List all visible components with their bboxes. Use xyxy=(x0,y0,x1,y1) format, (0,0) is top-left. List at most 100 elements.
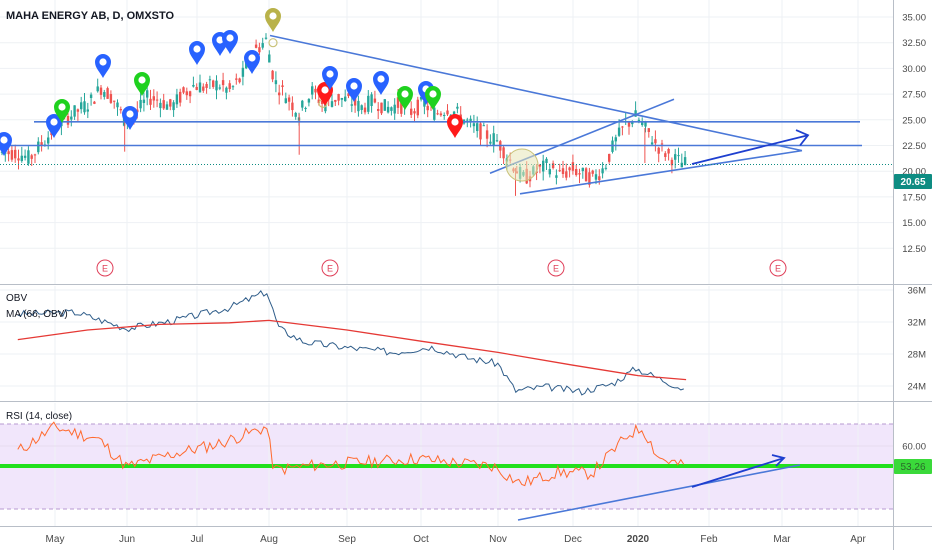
price-tick-label: 20.00 xyxy=(902,167,926,178)
candle-body xyxy=(578,173,581,175)
rsi-trendline xyxy=(517,464,801,521)
rising-support-line xyxy=(519,149,803,195)
blue-pin-icon xyxy=(244,50,260,74)
rsi-arrow xyxy=(691,457,785,488)
candle-body xyxy=(146,90,149,98)
candle-body xyxy=(169,99,172,107)
candle-body xyxy=(139,99,142,109)
candle-body xyxy=(149,98,152,105)
candle-body xyxy=(334,99,337,102)
pin-hole xyxy=(126,110,134,118)
x-tick-label: Jun xyxy=(119,534,135,545)
x-tick-label: Sep xyxy=(338,534,356,545)
candle-body xyxy=(155,99,159,101)
x-tick-label: May xyxy=(46,534,65,545)
pin-hole xyxy=(350,82,358,90)
candle-body xyxy=(466,119,469,121)
candle-body xyxy=(278,92,281,96)
blue-pin-icon xyxy=(189,41,205,65)
candle-body xyxy=(188,91,192,97)
earnings-icon xyxy=(547,259,565,277)
candle-body xyxy=(103,92,106,97)
candle-body xyxy=(551,163,555,169)
candle-body xyxy=(228,83,231,90)
candle-body xyxy=(386,106,390,113)
earnings-icon xyxy=(769,259,787,277)
candle-body xyxy=(363,107,367,113)
pin-hole xyxy=(138,76,146,84)
candle-body xyxy=(489,141,492,144)
green-pin-icon xyxy=(425,86,441,110)
obv-lines xyxy=(17,290,687,396)
price-tick-label: 35.00 xyxy=(902,13,926,24)
candle-body xyxy=(30,155,33,159)
candle-body xyxy=(238,78,241,83)
candle-body xyxy=(202,86,205,91)
candle-body xyxy=(182,87,185,93)
candle-body xyxy=(456,106,459,109)
candle-body xyxy=(324,104,327,112)
candle-body xyxy=(617,127,621,136)
candle-body xyxy=(172,102,175,111)
candle-body xyxy=(231,86,235,88)
candle-body xyxy=(221,80,225,86)
candle-body xyxy=(261,43,264,48)
pin-hole xyxy=(99,58,107,66)
candle-body xyxy=(271,70,274,80)
highlight-circle xyxy=(505,148,539,182)
candle-body xyxy=(142,99,146,104)
blue-pin-icon xyxy=(346,78,362,102)
candle-body xyxy=(208,79,212,81)
earnings-label: E xyxy=(553,264,559,274)
pin-hole xyxy=(401,90,409,98)
candle-body xyxy=(301,100,304,108)
red-pin-icon xyxy=(447,114,463,138)
x-tick-label: Oct xyxy=(413,534,429,545)
earnings-label: E xyxy=(775,264,781,274)
x-tick-label: Apr xyxy=(850,534,866,545)
candle-body xyxy=(647,128,650,133)
candle-body xyxy=(70,116,73,120)
candle-body xyxy=(581,167,584,172)
pin-hole xyxy=(0,136,8,144)
candle-body xyxy=(281,85,284,87)
candle-body xyxy=(423,100,426,107)
signal-markers xyxy=(0,8,463,156)
candle-body xyxy=(291,102,294,111)
candle-body xyxy=(413,111,416,114)
candle-body xyxy=(469,118,472,122)
pin-hole xyxy=(58,103,66,111)
earnings-label: E xyxy=(102,264,108,274)
candle-body xyxy=(86,109,89,112)
candle-body xyxy=(680,162,683,168)
candle-body xyxy=(17,158,20,161)
obv-tick-label: 28M xyxy=(908,350,927,361)
candle-body xyxy=(205,83,208,88)
candle-body xyxy=(644,121,647,127)
candle-body xyxy=(304,107,307,109)
price-tick-label: 25.00 xyxy=(902,115,926,126)
rsi-label: RSI (14, close) xyxy=(6,411,72,422)
candle-body xyxy=(268,54,271,63)
candle-body xyxy=(106,88,109,99)
candle-body xyxy=(476,123,479,132)
candle-body xyxy=(195,86,198,90)
candle-body xyxy=(179,91,182,103)
candle-body xyxy=(73,105,76,117)
candle-body xyxy=(400,102,403,114)
candle-body xyxy=(575,169,578,176)
candle-body xyxy=(670,159,674,166)
x-tick-label: Nov xyxy=(489,534,507,545)
price-tick-label: 12.50 xyxy=(902,244,926,255)
candle-body xyxy=(538,164,542,167)
candle-body xyxy=(159,102,162,109)
x-tick-label: Jul xyxy=(191,534,204,545)
candle-body xyxy=(116,102,119,108)
candle-body xyxy=(185,91,188,96)
obv-ma-label: MA (66, OBV) xyxy=(6,309,68,320)
candle-body xyxy=(568,167,571,171)
candle-body xyxy=(23,155,27,158)
candle-body xyxy=(571,162,575,171)
candle-body xyxy=(674,154,677,160)
